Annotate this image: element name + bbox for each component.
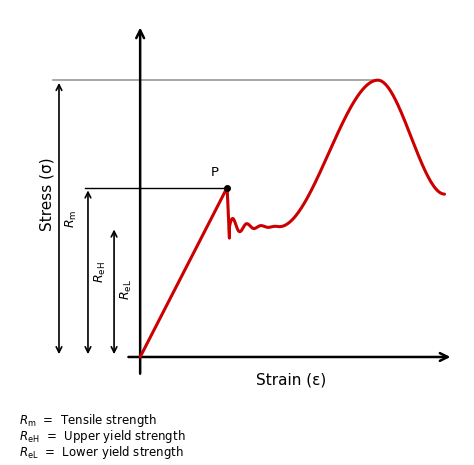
Text: Stress (σ): Stress (σ) — [40, 157, 55, 231]
Text: $R_\mathrm{eH}$: $R_\mathrm{eH}$ — [93, 261, 108, 283]
Text: $R_\mathrm{m}$  =  Tensile strength: $R_\mathrm{m}$ = Tensile strength — [19, 412, 156, 429]
Text: P: P — [210, 166, 219, 179]
Text: $R_\mathrm{eH}$  =  Upper yield strength: $R_\mathrm{eH}$ = Upper yield strength — [19, 428, 185, 445]
Text: $R_\mathrm{m}$: $R_\mathrm{m}$ — [64, 209, 79, 228]
Text: $R_\mathrm{eL}$  =  Lower yield strength: $R_\mathrm{eL}$ = Lower yield strength — [19, 444, 184, 461]
Text: Strain (ε): Strain (ε) — [256, 372, 326, 387]
Text: $R_\mathrm{eL}$: $R_\mathrm{eL}$ — [119, 279, 135, 299]
